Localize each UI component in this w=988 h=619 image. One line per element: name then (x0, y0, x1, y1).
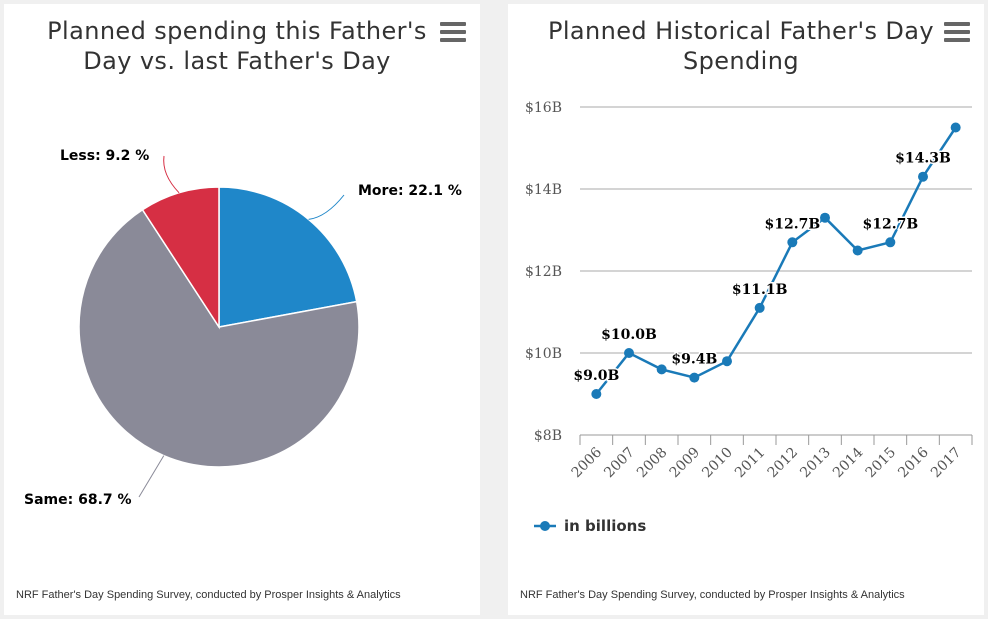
x-tick-label: 2009 (667, 445, 704, 482)
x-tick-label: 2010 (699, 445, 736, 482)
data-label-2009: $9.4B (671, 352, 717, 368)
hamburger-menu-icon[interactable] (440, 22, 466, 44)
x-tick-label: 2015 (863, 445, 900, 482)
data-point-2008[interactable] (656, 364, 667, 375)
data-point-2015[interactable] (885, 237, 896, 248)
hamburger-menu-icon[interactable] (944, 22, 970, 44)
pie-label-more: More: 22.1 % (358, 183, 462, 199)
line-chart-panel: Planned Historical Father's Day Spending… (508, 4, 984, 615)
data-point-2014[interactable] (852, 245, 863, 256)
data-label-2012: $12.7B (764, 216, 820, 232)
y-tick-label: $14B (525, 182, 562, 198)
pie-connector-same (138, 455, 165, 498)
x-tick-label: 2017 (928, 445, 965, 482)
data-point-2010[interactable] (722, 356, 732, 367)
pie-chart: More: 22.1 % Same: 68.7 % Less: 9.2 % (24, 148, 462, 508)
pie-title-line-2: Day vs. last Father's Day (83, 47, 391, 75)
data-label-2007: $10.0B (601, 327, 657, 343)
data-label-2006: $9.0B (573, 368, 619, 384)
data-point-2016[interactable] (918, 171, 928, 182)
series-line (595, 126, 957, 395)
y-tick-label: $10B (525, 346, 562, 362)
pie-slice-more[interactable] (218, 186, 358, 328)
legend-point-marker[interactable] (540, 521, 550, 531)
line-chart-title: Planned Historical Father's Day Spending (538, 16, 944, 76)
x-tick-label: 2007 (601, 445, 638, 482)
data-point-2006[interactable] (591, 389, 602, 399)
data-point-2017[interactable] (950, 122, 961, 133)
pie-slice-less[interactable] (141, 186, 220, 330)
line-chart: $8B$10B$12B$14B$16B200620072008200920102… (525, 100, 973, 535)
line-title-line-2: Spending (683, 47, 799, 75)
pie-title-line-1: Planned spending this Father's (47, 17, 427, 45)
x-tick-label: 2014 (830, 444, 867, 481)
data-label-2015: $12.7B (862, 216, 918, 232)
x-tick-label: 2016 (895, 444, 932, 481)
y-tick-label: $16B (525, 100, 562, 116)
data-point-2013[interactable] (820, 212, 830, 223)
pie-label-same: Same: 68.7 % (24, 492, 132, 508)
data-label-2011: $11.1B (732, 282, 788, 298)
pie-label-less: Less: 9.2 % (60, 148, 149, 164)
pie-chart-credit: NRF Father's Day Spending Survey, conduc… (16, 589, 401, 601)
x-tick-label: 2013 (797, 445, 834, 482)
data-label-2016: $14.3B (895, 151, 951, 167)
data-point-2009[interactable] (689, 372, 700, 383)
pie-connector-more (308, 194, 345, 220)
pie-connector-less (163, 155, 180, 194)
x-tick-label: 2012 (765, 445, 802, 482)
pie-chart-panel: Planned spending this Father's Day vs. l… (4, 4, 480, 615)
pie-chart-title: Planned spending this Father's Day vs. l… (34, 16, 440, 76)
data-point-2012[interactable] (787, 237, 798, 248)
x-tick-label: 2006 (569, 444, 606, 481)
x-tick-label: 2011 (732, 445, 769, 482)
data-point-2007[interactable] (624, 348, 634, 358)
data-point-2011[interactable] (754, 302, 765, 313)
y-tick-label: $12B (525, 264, 562, 280)
x-tick-label: 2008 (634, 445, 671, 482)
line-chart-credit: NRF Father's Day Spending Survey, conduc… (520, 589, 905, 601)
legend-label[interactable]: in billions (564, 517, 646, 535)
y-tick-label: $8B (534, 428, 562, 444)
line-title-line-1: Planned Historical Father's Day (547, 17, 935, 45)
